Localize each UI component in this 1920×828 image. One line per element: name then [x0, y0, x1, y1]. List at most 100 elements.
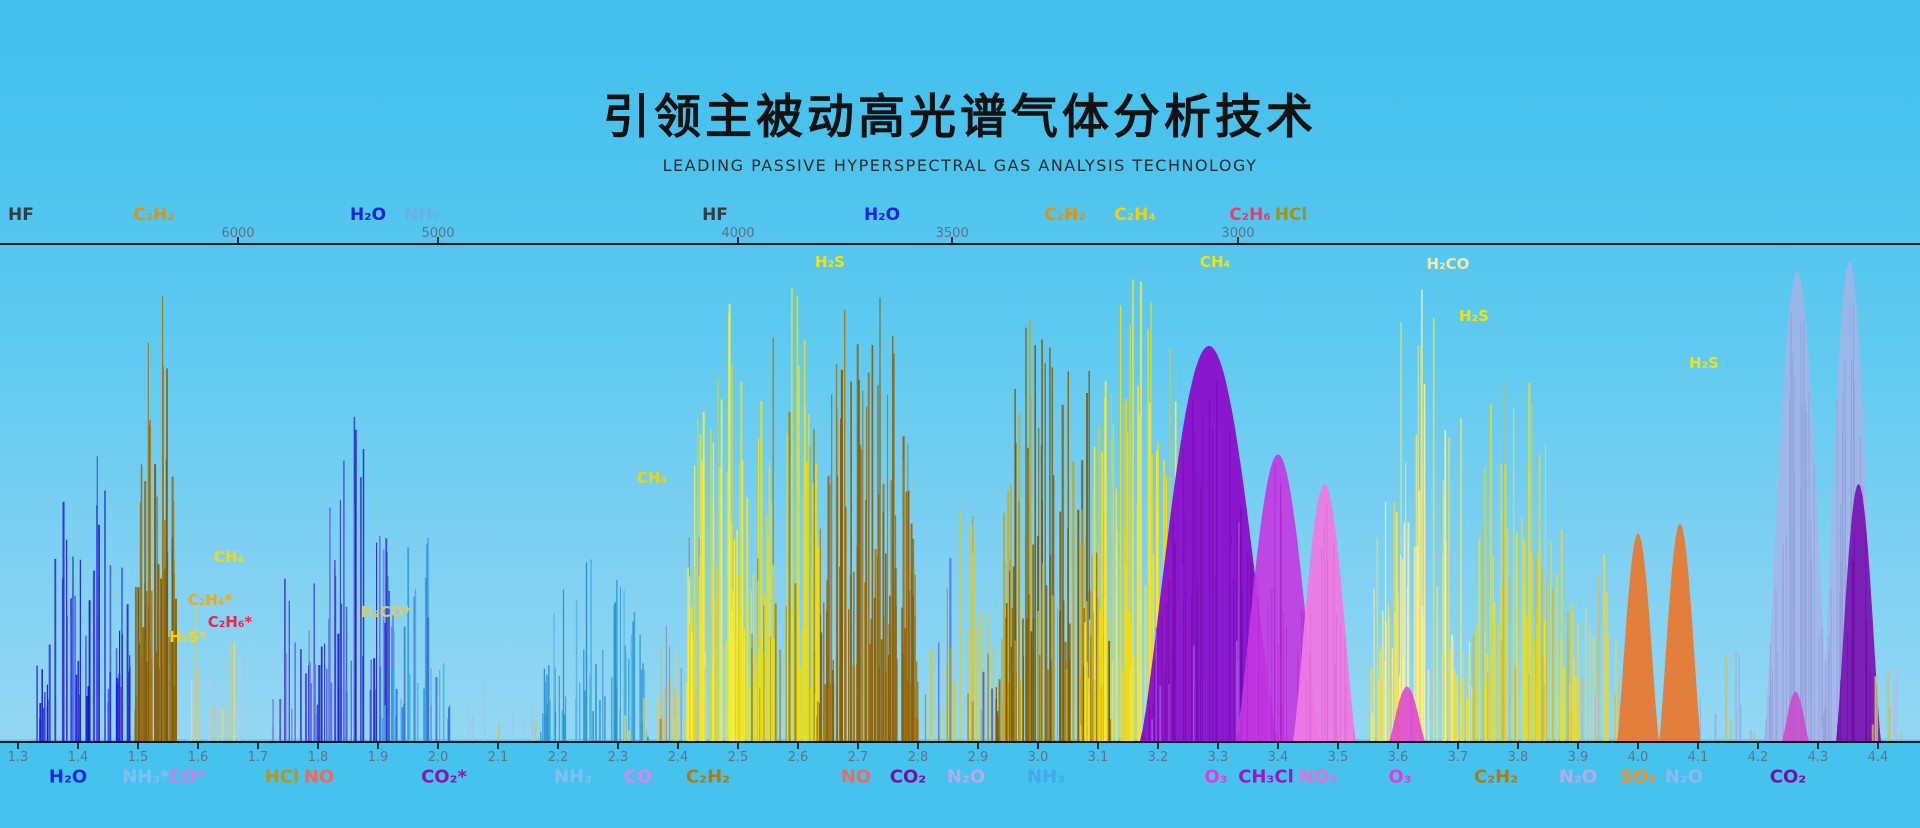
bottom-axis-tick-label: 1.9 — [367, 750, 389, 765]
bottom-gas-label: CO₂ — [889, 766, 927, 788]
top-axis-line — [0, 243, 1920, 245]
bottom-axis-tick — [1817, 743, 1819, 749]
bottom-axis-tick-label: 2.7 — [847, 750, 869, 765]
chart-gas-label: CH₄ — [1199, 253, 1231, 271]
bottom-axis-tick — [677, 743, 679, 749]
bottom-axis-tick — [197, 743, 199, 749]
top-axis-tick-label: 3000 — [1221, 226, 1255, 241]
bottom-gas-label: H₂O — [48, 766, 88, 788]
bottom-axis-tick — [137, 743, 139, 749]
chart-gas-label: H₂S — [815, 253, 845, 271]
bottom-gas-label: CH₃Cl — [1238, 766, 1294, 788]
top-axis-tick — [437, 237, 439, 244]
bottom-axis-tick-label: 4.3 — [1807, 750, 1829, 765]
bottom-axis-tick-label: 1.5 — [127, 750, 149, 765]
bottom-axis-tick-label: 1.3 — [7, 750, 29, 765]
bottom-axis-tick — [1337, 743, 1339, 749]
bottom-gas-label: NO₂ — [1298, 766, 1338, 788]
top-gas-label: C₂H₄ — [1114, 205, 1156, 225]
top-gas-label: H₂O — [863, 205, 901, 225]
bottom-axis-tick-label: 4.4 — [1867, 750, 1889, 765]
top-axis-tick-label: 3500 — [935, 226, 969, 241]
bottom-axis-tick-label: 1.4 — [67, 750, 89, 765]
bottom-gas-label: C₂H₂ — [1473, 766, 1519, 788]
page-title: 引领主被动高光谱气体分析技术 — [603, 90, 1317, 145]
bottom-axis-tick — [557, 743, 559, 749]
top-gas-label: C₂H₆ — [1229, 205, 1271, 225]
bottom-axis-tick-label: 2.4 — [667, 750, 689, 765]
bottom-axis-tick-label: 1.6 — [187, 750, 209, 765]
bottom-axis-tick — [17, 743, 19, 749]
page-subtitle: LEADING PASSIVE HYPERSPECTRAL GAS ANALYS… — [662, 156, 1258, 175]
bottom-axis-tick — [1277, 743, 1279, 749]
bottom-gas-label: NO — [303, 766, 335, 788]
bottom-axis-tick — [737, 743, 739, 749]
bottom-axis-tick-label: 2.2 — [547, 750, 569, 765]
bottom-gas-label: N₂O — [946, 766, 986, 788]
bottom-gas-label: CO₂ — [1769, 766, 1807, 788]
chart-gas-label: H₂CO* — [360, 603, 412, 621]
chart-gas-label: C₂H₄* — [187, 591, 233, 609]
bottom-axis-tick — [797, 743, 799, 749]
bottom-axis-tick — [857, 743, 859, 749]
bottom-axis-tick-label: 3.2 — [1147, 750, 1169, 765]
bottom-gas-label: NH₃ — [1026, 766, 1066, 788]
bottom-axis-tick — [377, 743, 379, 749]
chart-gas-label: H₂S — [1459, 307, 1489, 325]
bottom-axis-tick-label: 4.2 — [1747, 750, 1769, 765]
top-gas-label: HCl — [1274, 205, 1308, 225]
bottom-gas-label: N₂O — [1558, 766, 1598, 788]
bottom-axis-tick — [1157, 743, 1159, 749]
bottom-axis-tick — [437, 743, 439, 749]
chart-gas-label: H₂S — [1689, 354, 1719, 372]
bottom-axis-tick-label: 3.6 — [1387, 750, 1409, 765]
bottom-axis-tick — [1637, 743, 1639, 749]
chart-gas-label: CH₄ — [213, 548, 245, 566]
bottom-gas-label: NH₃ — [553, 766, 593, 788]
chart-gas-label: H₂CO — [1426, 255, 1470, 273]
bottom-axis-line — [0, 741, 1920, 743]
bottom-gas-label: O₃ — [1388, 766, 1412, 788]
bottom-gas-label: C₂H₂ — [685, 766, 731, 788]
bottom-axis-tick-label: 1.7 — [247, 750, 269, 765]
bottom-axis-tick-label: 4.0 — [1627, 750, 1649, 765]
bottom-axis-tick-label: 4.1 — [1687, 750, 1709, 765]
bottom-axis-tick — [1697, 743, 1699, 749]
bottom-axis-tick-label: 1.8 — [307, 750, 329, 765]
bottom-gas-label: N₂O — [1664, 766, 1704, 788]
bottom-gas-label: HCl — [264, 766, 300, 788]
bottom-axis-tick-label: 2.3 — [607, 750, 629, 765]
top-gas-label: NH₃ — [404, 205, 440, 225]
bottom-axis-tick-label: 3.1 — [1087, 750, 1109, 765]
top-gas-label: HF — [8, 205, 34, 225]
bottom-gas-label: CO — [623, 766, 653, 788]
top-axis-tick — [951, 237, 954, 244]
bottom-axis-tick-label: 3.4 — [1267, 750, 1289, 765]
bottom-axis-tick-label: 3.0 — [1027, 750, 1049, 765]
bottom-gas-label: SO₂ — [1619, 766, 1657, 788]
top-gas-label: C₂H₂ — [133, 205, 175, 225]
bottom-axis-tick — [1457, 743, 1459, 749]
bottom-axis-tick — [1757, 743, 1759, 749]
bottom-axis-tick — [1877, 743, 1879, 749]
bottom-axis-tick — [317, 743, 319, 749]
bottom-axis-tick — [617, 743, 619, 749]
bottom-axis-tick-label: 3.9 — [1567, 750, 1589, 765]
bottom-gas-label: O₃ — [1204, 766, 1228, 788]
top-gas-label: HF — [702, 205, 728, 225]
bottom-axis-tick — [1397, 743, 1399, 749]
bottom-axis-tick-label: 2.6 — [787, 750, 809, 765]
chart-gas-label: CH₄ — [636, 469, 668, 487]
top-axis-tick-label: 6000 — [221, 226, 255, 241]
top-axis-tick-label: 5000 — [421, 226, 455, 241]
bottom-axis-tick — [257, 743, 259, 749]
top-axis-tick — [237, 237, 240, 244]
bottom-axis-tick-label: 3.7 — [1447, 750, 1469, 765]
bottom-axis-tick-label: 2.8 — [907, 750, 929, 765]
top-axis-tick — [737, 237, 739, 244]
bottom-axis-tick — [917, 743, 919, 749]
bottom-axis-tick-label: 2.1 — [487, 750, 509, 765]
chart-gas-label: C₂H₆* — [207, 613, 253, 631]
bottom-gas-label: NO — [840, 766, 872, 788]
